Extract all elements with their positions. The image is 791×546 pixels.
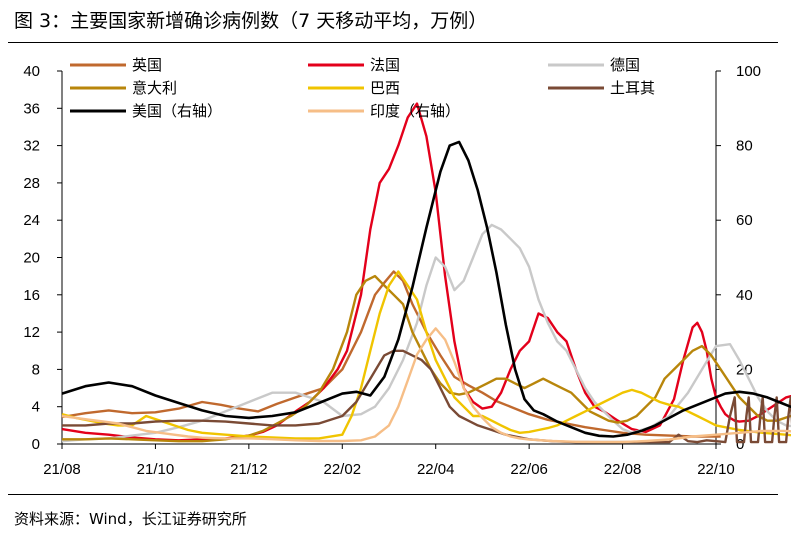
x-tick-label: 21/10	[137, 461, 175, 478]
x-tick-label: 22/06	[510, 461, 548, 478]
legend-label: 英国	[132, 56, 162, 74]
bottom-rule	[8, 494, 778, 495]
legend-label: 意大利	[132, 79, 177, 97]
legend-label: 土耳其	[610, 79, 655, 97]
series-lines	[61, 102, 791, 444]
y-left-tick-label: 24	[23, 212, 40, 229]
series-line-0	[61, 270, 721, 438]
y-left-tick-label: 0	[32, 436, 40, 453]
series-line-7	[61, 327, 791, 444]
y-left-tick-label: 32	[23, 138, 40, 155]
x-tick-label: 22/08	[604, 461, 642, 478]
chart-title: 图 3：主要国家新增确诊病例数（7 天移动平均，万例）	[14, 10, 488, 32]
series-line-6	[61, 140, 791, 438]
legend-label: 巴西	[370, 79, 400, 97]
x-tick-label: 22/04	[417, 461, 455, 478]
y-left-tick-label: 4	[32, 399, 40, 416]
series-line-2	[61, 223, 791, 443]
source-note: 资料来源：Wind，长江证券研究所	[14, 510, 247, 528]
series-line-1	[61, 102, 791, 442]
y-left-tick-label: 40	[23, 63, 40, 80]
y-right-tick-label: 80	[736, 138, 753, 155]
x-tick-label: 21/12	[230, 461, 268, 478]
series-line-4	[61, 270, 791, 440]
y-right-tick-label: 100	[736, 63, 761, 80]
y-right-tick-label: 40	[736, 287, 753, 304]
legend-label: 德国	[610, 56, 640, 74]
y-left-tick-label: 12	[23, 324, 40, 341]
legend-label: 法国	[370, 56, 400, 74]
y-left-tick-label: 8	[32, 361, 40, 378]
top-rule	[8, 42, 778, 43]
x-tick-label: 22/02	[324, 461, 362, 478]
legend-label: 印度（右轴）	[370, 102, 460, 120]
y-left-tick-label: 16	[23, 287, 40, 304]
x-tick-label: 22/10	[697, 461, 735, 478]
y-right-tick-label: 60	[736, 212, 753, 229]
y-right-tick-label: 0	[736, 436, 744, 453]
series-line-3	[62, 274, 791, 443]
y-left-tick-label: 36	[23, 100, 40, 117]
x-tick-label: 21/08	[43, 461, 81, 478]
legend-label: 美国（右轴）	[132, 102, 222, 120]
y-left-tick-label: 28	[23, 175, 40, 192]
y-left-tick-label: 20	[23, 250, 40, 267]
